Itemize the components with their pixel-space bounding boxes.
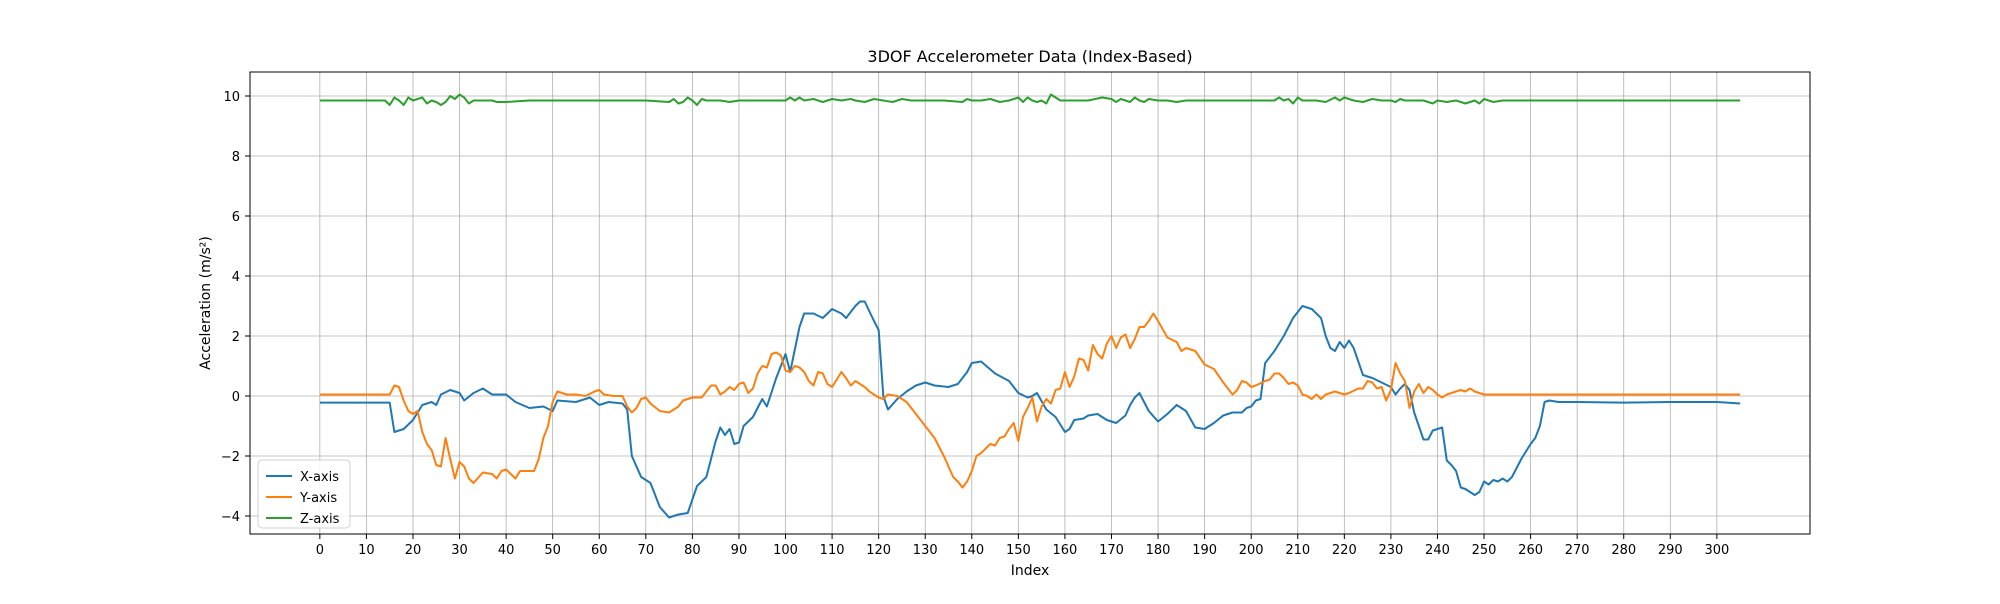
x-tick-label: 220 (1332, 543, 1357, 558)
chart-title: 3DOF Accelerometer Data (Index-Based) (867, 47, 1192, 66)
legend: X-axis Y-axis Z-axis (257, 459, 351, 529)
x-tick-label: 190 (1192, 543, 1217, 558)
x-tick-label: 60 (591, 543, 608, 558)
series-line-y-axis (319, 312, 1741, 489)
x-tick-label: 270 (1565, 543, 1590, 558)
x-tick-label: 70 (638, 543, 655, 558)
x-tick-label: 90 (731, 543, 748, 558)
x-axis-title: Index (1011, 563, 1050, 579)
x-tick-label: 170 (1099, 543, 1124, 558)
legend-item: Z-axis (266, 512, 340, 527)
x-tick-label: 210 (1285, 543, 1310, 558)
x-tick-label: 120 (866, 543, 891, 558)
legend-label: X-axis (300, 470, 339, 485)
legend-label: Y-axis (299, 491, 337, 506)
grid-lines (250, 72, 1810, 534)
x-tick-label: 180 (1146, 543, 1171, 558)
y-tick-label: 10 (223, 90, 240, 105)
x-tick-label: 50 (544, 543, 561, 558)
x-tick-label: 80 (684, 543, 701, 558)
x-tick-label: 290 (1658, 543, 1683, 558)
x-tick-label: 100 (773, 543, 798, 558)
x-tick-label: 230 (1378, 543, 1403, 558)
legend-item: X-axis (266, 470, 339, 485)
legend-item: Y-axis (266, 491, 337, 506)
y-tick-label: 4 (232, 270, 240, 285)
x-tick-label: 40 (498, 543, 515, 558)
y-tick-label: 6 (232, 210, 240, 225)
series-lines (319, 93, 1741, 519)
x-tick-label: 260 (1518, 543, 1543, 558)
legend-label: Z-axis (300, 512, 340, 527)
x-tick-label: 200 (1239, 543, 1264, 558)
x-tick-label: 160 (1053, 543, 1078, 558)
x-tick-label: 280 (1611, 543, 1636, 558)
x-tick-label: 20 (405, 543, 422, 558)
x-tick-label: 0 (316, 543, 324, 558)
x-tick-label: 250 (1472, 543, 1497, 558)
x-tick-label: 110 (820, 543, 845, 558)
y-tick-label: 2 (232, 330, 240, 345)
y-tick-label: −2 (221, 450, 240, 465)
x-tick-label: 140 (959, 543, 984, 558)
x-tick-label: 130 (913, 543, 938, 558)
series-line-x-axis (319, 300, 1741, 519)
x-tick-label: 10 (358, 543, 375, 558)
y-axis-title: Acceleration (m/s²) (198, 236, 214, 370)
axis-ticks: 0 10 20 30 40 50 60 70 80 90 100 110 120 130 140 150 160… (221, 90, 1729, 558)
y-tick-label: 0 (232, 390, 240, 405)
x-tick-label: 240 (1425, 543, 1450, 558)
x-tick-label: 30 (451, 543, 468, 558)
y-tick-label: −4 (221, 510, 240, 525)
x-tick-label: 300 (1704, 543, 1729, 558)
y-tick-label: 8 (232, 150, 240, 165)
series-line-z-axis (319, 93, 1741, 106)
plot-area-frame (249, 71, 1811, 535)
x-tick-label: 150 (1006, 543, 1031, 558)
